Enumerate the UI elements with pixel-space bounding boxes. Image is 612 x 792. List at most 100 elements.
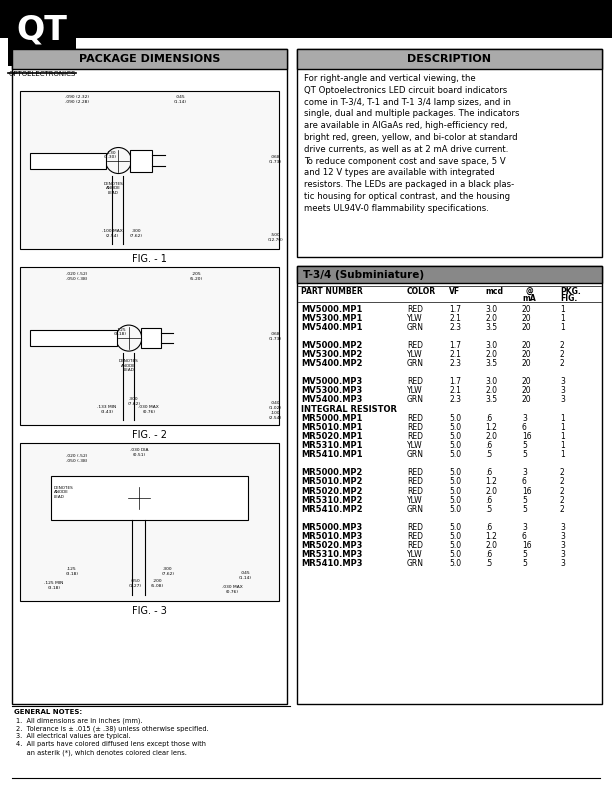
Text: 1.7: 1.7: [449, 304, 461, 314]
Text: PCB MOUNT LED INDICATORS: PCB MOUNT LED INDICATORS: [393, 6, 598, 20]
Text: mcd: mcd: [485, 287, 503, 296]
Text: RED: RED: [407, 423, 423, 432]
Text: PKG.: PKG.: [560, 287, 581, 296]
Text: 5.0: 5.0: [449, 559, 461, 569]
Text: DENOTES
ANODE
LEAD: DENOTES ANODE LEAD: [119, 359, 139, 372]
Text: 20: 20: [522, 395, 532, 405]
Text: 2.0: 2.0: [485, 486, 497, 496]
Text: MR5010.MP3: MR5010.MP3: [301, 532, 362, 541]
Text: RED: RED: [407, 486, 423, 496]
Text: GRN: GRN: [407, 450, 424, 459]
Text: (0.76): (0.76): [142, 410, 155, 414]
Text: RED: RED: [407, 468, 423, 478]
Bar: [12, 49, 287, 69]
Text: 3: 3: [522, 523, 527, 532]
Text: (5.08): (5.08): [151, 584, 163, 588]
Text: 3: 3: [560, 386, 565, 395]
Text: .300: .300: [163, 567, 173, 571]
Text: MR5010.MP1: MR5010.MP1: [301, 423, 362, 432]
Text: YLW: YLW: [407, 386, 423, 395]
Text: 5: 5: [522, 550, 527, 559]
Text: QT: QT: [17, 13, 67, 47]
Text: GRN: GRN: [407, 359, 424, 368]
Text: 1.  All dimensions are in inches (mm).: 1. All dimensions are in inches (mm).: [16, 717, 143, 724]
Text: 16: 16: [522, 541, 532, 550]
Text: 16: 16: [522, 432, 532, 441]
Text: YLW: YLW: [407, 441, 423, 450]
Text: 2: 2: [560, 478, 565, 486]
Text: .068: .068: [270, 154, 280, 158]
Text: 3.5: 3.5: [485, 322, 497, 332]
Text: YLW: YLW: [407, 314, 423, 322]
Text: MR5020.MP1: MR5020.MP1: [301, 432, 362, 441]
Text: .020 (.52): .020 (.52): [66, 454, 88, 458]
Text: .068: .068: [270, 332, 280, 336]
Text: DENOTES
ANODE
LEAD: DENOTES ANODE LEAD: [103, 181, 123, 195]
Text: MR5310.MP3: MR5310.MP3: [301, 550, 362, 559]
Text: MV5300.MP1: MV5300.MP1: [301, 314, 362, 322]
Text: 3: 3: [560, 532, 565, 541]
Text: 5.0: 5.0: [449, 550, 461, 559]
Bar: [297, 49, 602, 257]
Text: (0.51): (0.51): [133, 453, 146, 457]
Text: Page 1 of 6: Page 1 of 6: [519, 17, 598, 31]
Bar: [8, 4, 76, 66]
Text: VF: VF: [449, 287, 460, 296]
Text: .125 MIN: .125 MIN: [44, 581, 64, 585]
Text: OPTOELECTRONICS: OPTOELECTRONICS: [9, 71, 76, 77]
Text: RED: RED: [407, 541, 423, 550]
Text: 5: 5: [522, 450, 527, 459]
Bar: [141, 328, 161, 348]
Text: .020 (.52): .020 (.52): [66, 272, 88, 276]
Text: .100: .100: [270, 411, 280, 415]
Text: 2.  Tolerance is ± .015 (± .38) unless otherwise specified.: 2. Tolerance is ± .015 (± .38) unless ot…: [16, 725, 209, 732]
Text: .050 (.38): .050 (.38): [66, 459, 88, 463]
Text: 5.0: 5.0: [449, 523, 461, 532]
Text: RED: RED: [407, 523, 423, 532]
Text: .030 MAX: .030 MAX: [222, 585, 243, 589]
Text: .300: .300: [129, 397, 138, 401]
Text: FIG. - 2: FIG. - 2: [132, 430, 167, 440]
Text: 2.0: 2.0: [485, 350, 497, 359]
Bar: [51, 476, 248, 520]
Text: 5: 5: [522, 505, 527, 514]
Text: 2.0: 2.0: [485, 432, 497, 441]
Text: MR5020.MP2: MR5020.MP2: [301, 486, 362, 496]
Text: 1: 1: [560, 304, 565, 314]
Text: .6: .6: [485, 413, 492, 423]
Text: 3.5: 3.5: [485, 395, 497, 405]
Text: (1.27): (1.27): [129, 584, 141, 588]
Text: MR5000.MP2: MR5000.MP2: [301, 468, 362, 478]
Text: 5: 5: [522, 559, 527, 569]
Bar: [297, 266, 602, 704]
Bar: [30, 153, 106, 169]
Bar: [0, 0, 612, 34]
Text: 1: 1: [560, 413, 565, 423]
Text: 2: 2: [560, 486, 565, 496]
Text: 2: 2: [560, 468, 565, 478]
Text: DENOTES
ANODE
LEAD: DENOTES ANODE LEAD: [54, 485, 73, 499]
Text: MV5400.MP1: MV5400.MP1: [301, 322, 362, 332]
Text: RED: RED: [407, 377, 423, 386]
Text: DESCRIPTION: DESCRIPTION: [408, 54, 491, 64]
Text: MR5000.MP1: MR5000.MP1: [301, 413, 362, 423]
Text: MV5000.MP1: MV5000.MP1: [301, 304, 362, 314]
Text: 1.2: 1.2: [485, 478, 497, 486]
Text: RED: RED: [407, 432, 423, 441]
Text: FIG. - 1: FIG. - 1: [132, 254, 167, 264]
Bar: [20, 267, 279, 425]
Text: .030 MAX: .030 MAX: [138, 405, 159, 409]
Text: 2.3: 2.3: [449, 395, 461, 405]
Text: .6: .6: [485, 523, 492, 532]
Text: RED: RED: [407, 304, 423, 314]
Text: 2: 2: [560, 505, 565, 514]
Text: 2: 2: [560, 350, 565, 359]
Text: COLOR: COLOR: [407, 287, 436, 296]
Text: .045: .045: [176, 95, 185, 99]
Text: MR5020.MP3: MR5020.MP3: [301, 541, 362, 550]
Text: 3.0: 3.0: [485, 304, 497, 314]
Text: (1.73): (1.73): [269, 337, 282, 341]
Text: MR5410.MP1: MR5410.MP1: [301, 450, 363, 459]
Text: .300: .300: [132, 229, 141, 233]
Text: (3.30): (3.30): [103, 154, 116, 158]
